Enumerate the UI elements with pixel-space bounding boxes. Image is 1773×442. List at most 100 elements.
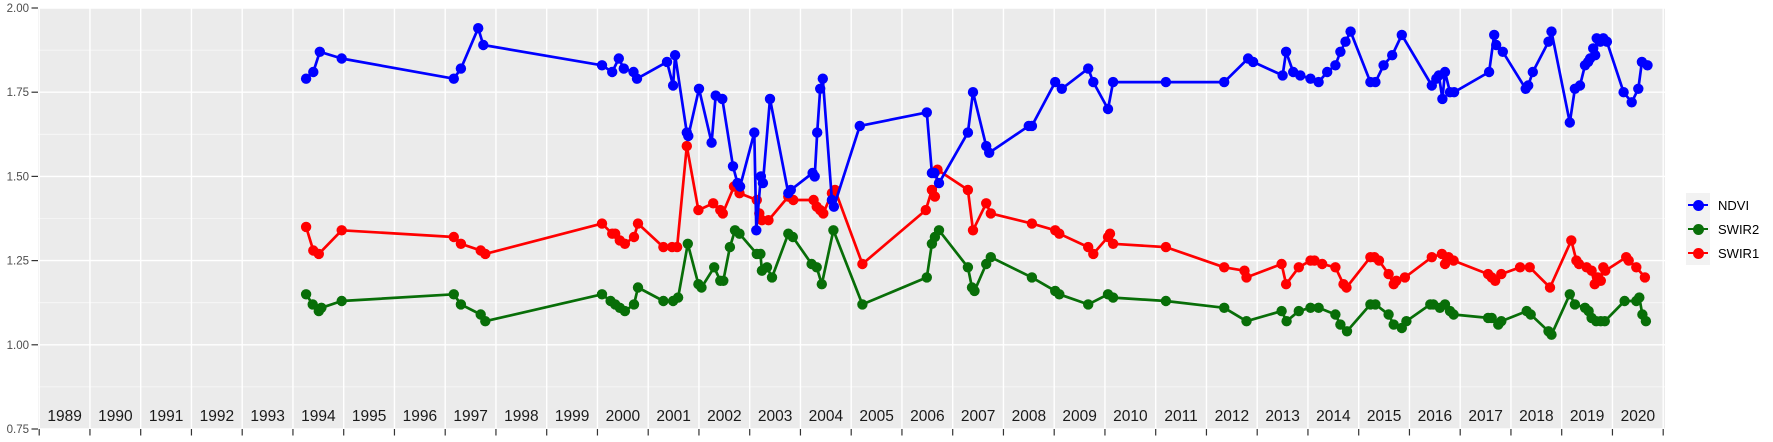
- x-year-label: 1993: [250, 408, 284, 425]
- series-NDVI: [300, 23, 1653, 236]
- data-point-SWIR2: [828, 225, 839, 236]
- data-point-SWIR2: [336, 295, 347, 307]
- x-year-label: 2010: [1113, 408, 1148, 425]
- data-point-SWIR1: [1107, 238, 1119, 249]
- data-point-SWIR1: [717, 208, 728, 219]
- data-point-SWIR2: [766, 272, 778, 283]
- data-point-SWIR2: [300, 289, 312, 300]
- data-point-SWIR1: [480, 248, 491, 260]
- data-point-NDVI: [1322, 66, 1333, 78]
- data-point-SWIR1: [1391, 275, 1402, 286]
- swir2-key-icon: [1686, 217, 1710, 241]
- data-point-SWIR2: [962, 262, 974, 273]
- data-point-NDVI: [812, 127, 823, 138]
- data-point-SWIR2: [1276, 305, 1287, 317]
- data-point-SWIR2: [1219, 302, 1230, 313]
- legend-label-swir1: SWIR1: [1718, 245, 1760, 261]
- data-point-SWIR2: [307, 299, 318, 310]
- legend-entry-swir1: SWIR1: [1686, 241, 1759, 265]
- x-year-label: 2001: [656, 408, 690, 425]
- data-point-SWIR2: [1546, 329, 1557, 340]
- data-point-SWIR2: [1486, 312, 1497, 324]
- data-point-SWIR1: [681, 140, 692, 152]
- data-point-NDVI: [1107, 76, 1119, 88]
- x-year-label: 1991: [149, 408, 183, 425]
- data-point-NDVI: [308, 66, 319, 78]
- x-year-label: 2014: [1316, 408, 1351, 425]
- data-point-SWIR2: [1640, 316, 1652, 327]
- data-point-SWIR2: [619, 305, 631, 317]
- x-year-label: 2020: [1621, 408, 1656, 425]
- data-point-NDVI: [1313, 76, 1324, 88]
- data-point-SWIR2: [969, 285, 980, 297]
- data-point-SWIR1: [1373, 255, 1385, 266]
- legend-label-swir2: SWIR2: [1718, 221, 1760, 237]
- data-point-SWIR2: [811, 262, 822, 273]
- data-point-SWIR1: [1426, 252, 1438, 263]
- data-point-SWIR2: [1388, 319, 1399, 330]
- data-point-NDVI: [921, 107, 932, 118]
- data-point-SWIR1: [1276, 258, 1287, 270]
- data-point-NDVI: [683, 130, 694, 142]
- data-point-SWIR1: [981, 198, 992, 209]
- data-point-SWIR1: [1595, 275, 1607, 286]
- data-point-SWIR1: [1341, 282, 1352, 293]
- data-point-NDVI: [1160, 76, 1172, 88]
- data-point-SWIR2: [985, 252, 996, 263]
- data-point-SWIR2: [1281, 316, 1292, 327]
- data-point-SWIR2: [718, 275, 729, 286]
- data-point-SWIR1: [1639, 272, 1651, 283]
- data-point-SWIR1: [1241, 272, 1252, 283]
- data-point-NDVI: [706, 137, 717, 148]
- data-point-SWIR1: [708, 198, 719, 209]
- data-point-NDVI: [717, 93, 728, 105]
- x-year-label: 2016: [1418, 408, 1452, 425]
- data-point-SWIR1: [1448, 255, 1459, 266]
- y-tick-label: 2.00: [7, 3, 29, 15]
- series-line-NDVI: [304, 26, 1649, 232]
- data-point-SWIR2: [1083, 299, 1094, 310]
- data-point-NDVI: [727, 161, 739, 172]
- x-year-label: 1995: [352, 408, 386, 425]
- data-point-NDVI: [1590, 50, 1601, 61]
- legend-entry-swir2: SWIR2: [1686, 217, 1759, 241]
- data-point-NDVI: [1219, 76, 1230, 88]
- x-year-label: 2009: [1062, 408, 1096, 425]
- data-point-NDVI: [1387, 50, 1398, 61]
- x-year-label: 1994: [301, 408, 336, 425]
- data-point-SWIR1: [1544, 282, 1556, 293]
- x-year-label: 2017: [1468, 408, 1502, 425]
- data-point-SWIR1: [1293, 262, 1305, 273]
- data-point-SWIR1: [1631, 262, 1642, 273]
- series-SWIR2: [300, 225, 1652, 340]
- data-point-NDVI: [613, 53, 624, 64]
- data-point-NDVI: [749, 127, 760, 138]
- series-SWIR1: [300, 140, 1651, 293]
- data-point-NDVI: [455, 63, 467, 74]
- y-tick-label: 1.50: [7, 171, 29, 183]
- data-point-NDVI: [1601, 36, 1613, 47]
- data-point-NDVI: [1305, 73, 1316, 84]
- data-point-SWIR2: [709, 262, 720, 273]
- data-point-SWIR2: [1383, 309, 1394, 320]
- data-point-SWIR1: [1623, 255, 1634, 266]
- data-point-SWIR1: [455, 238, 467, 249]
- data-point-NDVI: [1618, 87, 1629, 98]
- data-point-NDVI: [828, 201, 840, 212]
- data-point-SWIR2: [1370, 299, 1381, 310]
- data-point-SWIR2: [1313, 302, 1324, 313]
- data-point-SWIR2: [1496, 316, 1507, 327]
- data-point-SWIR2: [1569, 299, 1581, 310]
- legend-label-ndvi: NDVI: [1718, 197, 1750, 213]
- data-point-SWIR1: [1566, 235, 1577, 246]
- x-year-label: 2008: [1012, 408, 1046, 425]
- data-point-NDVI: [734, 181, 746, 192]
- data-point-SWIR2: [1448, 309, 1459, 320]
- data-point-SWIR2: [857, 299, 868, 310]
- data-point-SWIR2: [1599, 316, 1611, 327]
- data-point-SWIR2: [1401, 316, 1412, 327]
- x-year-label: 2019: [1570, 408, 1604, 425]
- data-point-SWIR1: [1104, 228, 1116, 239]
- data-point-SWIR1: [693, 204, 704, 216]
